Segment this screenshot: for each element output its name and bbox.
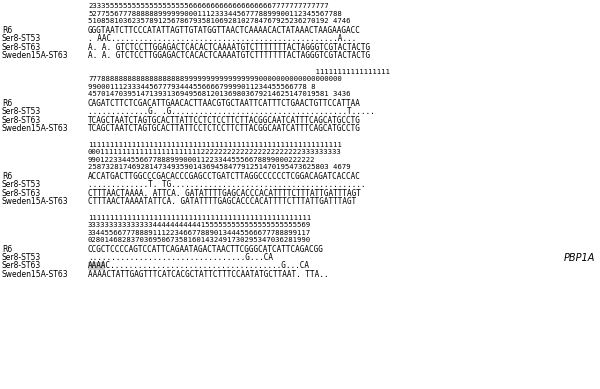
Text: A. A. GTCTCCTTGGAGACTCACACTCAAAATGTCTTTTTTTACTAGGGTCGTACTACTG: A. A. GTCTCCTTGGAGACTCACACTCAAAATGTCTTTT… <box>88 42 370 51</box>
Text: R6: R6 <box>2 172 12 180</box>
Text: R6: R6 <box>2 245 12 254</box>
Text: 9901223344556677888999000112233445556678899000222222: 9901223344556677888999000112233445556678… <box>88 156 316 163</box>
Text: .............T. TG..........................................: .............T. TG......................… <box>88 180 365 189</box>
Text: CTTTAACTAAAA. ATTCA. GATATTTTGAGCACCCACATTTTCTTTATTGATTTAGT: CTTTAACTAAAA. ATTCA. GATATTTTGAGCACCCACA… <box>88 189 361 198</box>
Text: Ser8-ST53: Ser8-ST53 <box>2 180 41 189</box>
Text: R6: R6 <box>2 26 12 35</box>
Text: .............G. .G......................................T.....: .............G. .G......................… <box>88 107 375 116</box>
Text: Sweden15A-ST63: Sweden15A-ST63 <box>2 51 68 60</box>
Text: 7778888888888888888888999999999999999990000000000000000000: 7778888888888888888888999999999999999990… <box>88 76 342 82</box>
Text: CCGCTCCCCAGTCCATTCAGAATAGACTAACTTCGGGCATCATTCAGACGG: CCGCTCCCCAGTCCATTCAGAATAGACTAACTTCGGGCAT… <box>88 245 324 254</box>
Text: Ser8-ST63: Ser8-ST63 <box>2 116 41 124</box>
Text: Ser8-ST63: Ser8-ST63 <box>2 42 41 51</box>
Text: 5108581036235789125678679358106928102784767925236270192 4746: 5108581036235789125678679358106928102784… <box>88 18 350 24</box>
Text: 5277556777888888999999000111233344567778899900112345567788: 5277556777888888999999000111233344567778… <box>88 11 342 16</box>
Text: 11111111111111111: 11111111111111111 <box>88 68 390 75</box>
Text: ..................................G...CA: ..................................G...CA <box>88 253 273 262</box>
Text: 1111111111111111111111111111111111111111111111111111111111: 1111111111111111111111111111111111111111… <box>88 142 342 147</box>
Text: Sweden15A-ST63: Sweden15A-ST63 <box>2 124 68 133</box>
Text: AAAAC.....................................G...CA: AAAAC...................................… <box>88 261 310 270</box>
Text: Sweden15A-ST63: Sweden15A-ST63 <box>2 197 68 206</box>
Text: 2333555555555555555555566666666666666666667777777777777: 2333555555555555555555566666666666666666… <box>88 3 329 9</box>
Text: 4570147039514713931369495681201369803679214625147019581 3436: 4570147039514713931369495681201369803679… <box>88 91 350 97</box>
Text: AAAACTATTGAGTTTCATCACGCTATTCTTTCCAATATGCTTAAT. TTA..: AAAACTATTGAGTTTCATCACGCTATTCTTTCCAATATGC… <box>88 270 329 279</box>
Text: Ser8-ST53: Ser8-ST53 <box>2 34 41 43</box>
Text: 99000111233344567779344455666679999011234455566778 8: 9900011123334456777934445566667999901123… <box>88 84 316 89</box>
Bar <box>88 261 105 270</box>
Text: ACCATGACTTGGCCCGACACCCGAGCCTGATCTTAGGCCCCCCTCGGACAGATCACCAC: ACCATGACTTGGCCCGACACCCGAGCCTGATCTTAGGCCC… <box>88 172 361 180</box>
Text: 2587328174692814734935901436945847791251470195473625803 4679: 2587328174692814734935901436945847791251… <box>88 164 350 170</box>
Text: 111111111111111111111111111111111111111111111111111: 1111111111111111111111111111111111111111… <box>88 214 311 221</box>
Text: TCAGCTAATCTAGTGCACTTATTCCTCTCCTTCTTACGGCAATCATTTCAGCATGCCTG: TCAGCTAATCTAGTGCACTTATTCCTCTCCTTCTTACGGC… <box>88 124 361 133</box>
Text: Ser8-ST53: Ser8-ST53 <box>2 253 41 262</box>
Text: R6: R6 <box>2 98 12 107</box>
Text: PBP1A: PBP1A <box>563 253 595 263</box>
Text: . AAC.................................................A...: . AAC...................................… <box>88 34 356 43</box>
Text: Ser8-ST63: Ser8-ST63 <box>2 189 41 198</box>
Text: 333333333333333444444444441555555555555555555555569: 3333333333333334444444444415555555555555… <box>88 222 311 228</box>
Text: CTTTAACTAAAATATTCA. GATATTTTGAGCACCCACATTTTCTTTATTGATTTAGT: CTTTAACTAAAATATTCA. GATATTTTGAGCACCCACAT… <box>88 197 356 206</box>
Text: GGGTAATCTTCCCATATTAGTTGTATGGTTAACTCAAAACACTATAAACTAAGAAGACC: GGGTAATCTTCCCATATTAGTTGTATGGTTAACTCAAAAC… <box>88 26 361 35</box>
Text: 0001111111111111111111111122222222222222222222222333333333: 0001111111111111111111111122222222222222… <box>88 149 342 155</box>
Text: 334455667778889111223466778890134445566677788899117: 3344556677788891112234667788901344455666… <box>88 230 311 235</box>
Text: A. A. GTCTCCTTGGAGACTCACACTCAAAATGTCTTTTTTTACTAGGGTCGTACTACTG: A. A. GTCTCCTTGGAGACTCACACTCAAAATGTCTTTT… <box>88 51 370 60</box>
Text: TCAGCTAATCTAGTGCACTTATTCCTCTCCTTCTTACGGCAATCATTTCAGCATGCCTG: TCAGCTAATCTAGTGCACTTATTCCTCTCCTTCTTACGGC… <box>88 116 361 124</box>
Text: Ser8-ST63: Ser8-ST63 <box>2 261 41 270</box>
Text: CAGATCTTCTCGACATTGAACACTTAACGTGCTAATTCATTTCTGAACTGTTCCATTAA: CAGATCTTCTCGACATTGAACACTTAACGTGCTAATTCAT… <box>88 98 361 107</box>
Text: Ser8-ST53: Ser8-ST53 <box>2 107 41 116</box>
Text: Sweden15A-ST63: Sweden15A-ST63 <box>2 270 68 279</box>
Text: 028014682837036950673581601432491730295347036281990: 0280146828370369506735816014324917302953… <box>88 237 311 243</box>
